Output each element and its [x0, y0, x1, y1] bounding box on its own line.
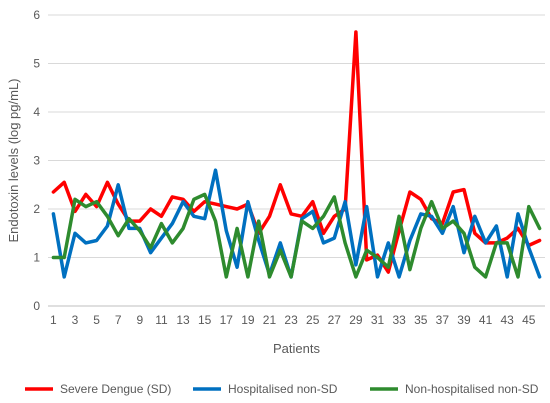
series-lines — [51, 30, 542, 279]
x-tick-label: 23 — [284, 313, 298, 327]
x-tick-label: 25 — [306, 313, 320, 327]
y-tick-label: 0 — [33, 299, 40, 313]
x-axis-title: Patients — [273, 341, 320, 356]
y-tick-label: 4 — [33, 105, 40, 119]
series-line-1 — [51, 30, 542, 274]
x-tick-label: 29 — [349, 313, 363, 327]
x-tick-label: 15 — [198, 313, 212, 327]
series-line-3 — [51, 192, 542, 279]
x-axis-ticks: 1 3 5 7 9 11 13 15 17 19 21 23 25 27 29 31 33 35 37 39 41 43 4… — [50, 313, 536, 327]
x-tick-label: 11 — [155, 313, 168, 327]
grid — [48, 14, 545, 258]
x-tick-label: 41 — [479, 313, 493, 327]
y-axis-ticks: 0 1 2 3 4 5 6 — [33, 8, 40, 313]
x-tick-label: 39 — [457, 313, 471, 327]
x-tick-label: 31 — [371, 313, 385, 327]
x-tick-label: 37 — [436, 313, 450, 327]
legend-label: Hospitalised non-SD — [228, 382, 338, 396]
x-tick-label: 43 — [501, 313, 515, 327]
x-tick-label: 33 — [392, 313, 406, 327]
x-tick-label: 9 — [136, 313, 143, 327]
y-tick-label: 3 — [33, 154, 40, 168]
x-tick-label: 27 — [328, 313, 342, 327]
x-tick-label: 5 — [93, 313, 100, 327]
x-tick-label: 1 — [50, 313, 57, 327]
x-tick-label: 19 — [241, 313, 255, 327]
x-tick-label: 45 — [522, 313, 536, 327]
legend: Severe Dengue (SD) Hospitalised non-SD Non… — [25, 382, 539, 396]
x-tick-label: 17 — [220, 313, 234, 327]
x-tick-label: 21 — [263, 313, 277, 327]
y-axis-title: Endotoxin levels (log pg/mL) — [6, 78, 21, 242]
legend-label: Non-hospitalised non-SD — [405, 382, 539, 396]
x-tick-label: 35 — [414, 313, 428, 327]
legend-label: Severe Dengue (SD) — [60, 382, 171, 396]
y-tick-label: 5 — [33, 57, 40, 71]
x-tick-label: 13 — [176, 313, 190, 327]
y-tick-label: 1 — [33, 251, 40, 265]
y-tick-label: 6 — [33, 8, 40, 22]
x-tick-label: 3 — [72, 313, 79, 327]
y-tick-label: 2 — [33, 202, 40, 216]
x-tick-label: 7 — [115, 313, 122, 327]
